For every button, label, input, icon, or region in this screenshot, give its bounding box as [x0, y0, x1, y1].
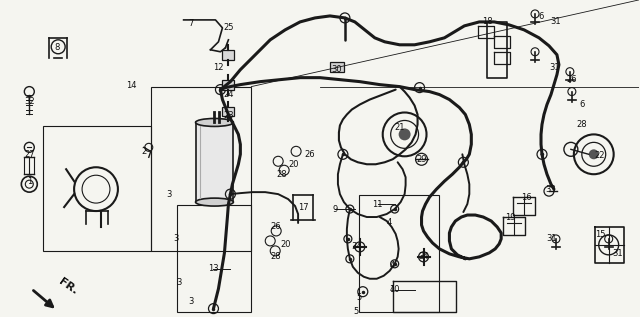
- Text: 5: 5: [356, 293, 362, 302]
- Bar: [223, 80, 234, 90]
- Text: 26: 26: [566, 75, 577, 84]
- Bar: [359, 195, 440, 312]
- Text: 6: 6: [579, 100, 584, 109]
- Text: 34: 34: [418, 252, 429, 261]
- Text: 17: 17: [298, 203, 308, 211]
- Text: 8: 8: [54, 43, 60, 52]
- Text: 34: 34: [351, 243, 362, 251]
- Text: 21: 21: [394, 123, 405, 132]
- Text: 29: 29: [416, 155, 427, 164]
- Text: 3: 3: [173, 235, 179, 243]
- Text: 4: 4: [390, 261, 396, 270]
- Bar: [223, 50, 234, 60]
- Text: 22: 22: [595, 151, 605, 160]
- Text: 18: 18: [482, 17, 493, 26]
- Text: 6: 6: [538, 12, 544, 22]
- Text: 13: 13: [208, 264, 219, 273]
- Text: 1: 1: [27, 177, 32, 186]
- Bar: [196, 122, 234, 202]
- Text: 25: 25: [223, 23, 234, 32]
- Text: 11: 11: [372, 200, 383, 209]
- Text: 2: 2: [141, 147, 147, 156]
- Bar: [330, 62, 344, 72]
- Text: 26: 26: [271, 223, 282, 231]
- Circle shape: [399, 128, 411, 140]
- Text: 16: 16: [521, 193, 531, 202]
- Circle shape: [589, 149, 599, 159]
- Text: 31: 31: [547, 235, 557, 243]
- Text: 4: 4: [390, 285, 396, 294]
- Text: 7: 7: [188, 19, 193, 29]
- Text: 4: 4: [387, 218, 392, 228]
- Text: 10: 10: [389, 285, 400, 294]
- Bar: [223, 107, 234, 116]
- Bar: [151, 87, 252, 251]
- Text: 30: 30: [332, 65, 342, 74]
- Text: 28: 28: [577, 120, 587, 129]
- Text: 32: 32: [24, 97, 35, 106]
- Text: 9: 9: [332, 204, 337, 214]
- Text: 20: 20: [289, 160, 300, 169]
- Text: 3: 3: [176, 278, 181, 287]
- Text: 3: 3: [188, 297, 193, 306]
- Text: 33: 33: [545, 184, 556, 194]
- Text: 20: 20: [280, 240, 291, 249]
- Text: 19: 19: [505, 212, 515, 222]
- Text: 31: 31: [550, 17, 561, 26]
- Text: 28: 28: [271, 252, 282, 261]
- Text: 31: 31: [550, 63, 560, 72]
- Text: 23: 23: [223, 111, 234, 120]
- Text: 15: 15: [595, 230, 606, 239]
- Text: 14: 14: [125, 81, 136, 90]
- Text: 3: 3: [166, 190, 172, 199]
- Ellipse shape: [196, 119, 234, 126]
- Text: FR.: FR.: [57, 277, 80, 297]
- Text: 27: 27: [24, 150, 35, 159]
- Text: 28: 28: [277, 170, 287, 179]
- Bar: [177, 205, 252, 312]
- Text: 24: 24: [223, 90, 234, 99]
- Ellipse shape: [196, 198, 234, 206]
- Text: 26: 26: [305, 150, 316, 159]
- Bar: [44, 126, 151, 251]
- Text: 31: 31: [612, 249, 623, 258]
- Text: 12: 12: [213, 63, 224, 72]
- Text: 5: 5: [353, 307, 358, 316]
